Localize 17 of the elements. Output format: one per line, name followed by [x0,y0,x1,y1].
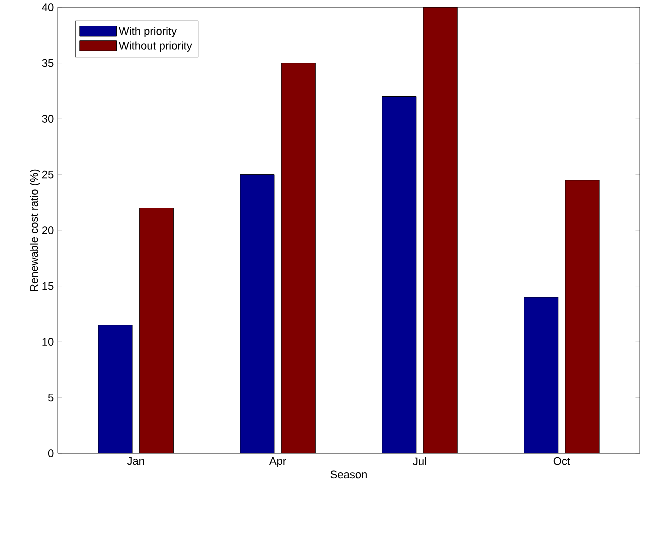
y-tick-label: 25 [42,171,54,179]
x-tick-label: Apr [269,458,286,468]
x-axis-title: Season [330,471,367,479]
y-tick-label: 10 [42,338,54,346]
y-tick-label: 35 [42,60,54,68]
legend-label: With priority [119,27,178,38]
y-tick-label: 30 [42,115,54,124]
y-tick-label: 15 [42,282,54,290]
y-tick-label: 5 [48,394,54,402]
x-tick-label: Jan [127,458,144,466]
y-axis-title: Renewable cost ratio (%) [30,170,40,292]
x-tick-label: Oct [554,458,570,466]
x-tick-label: Jul [413,458,426,466]
y-tick-label: 40 [42,4,54,12]
y-tick-label: 0 [48,450,54,458]
y-tick-label: 20 [42,226,54,235]
legend-label: Without priority [119,42,192,52]
